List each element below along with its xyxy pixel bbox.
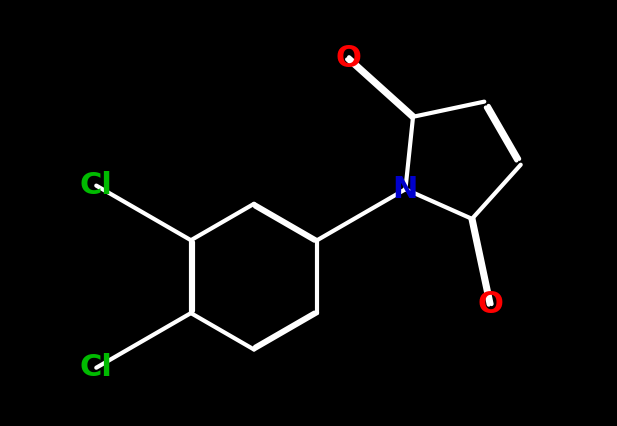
Text: O: O [477,290,503,319]
Text: Cl: Cl [80,353,113,382]
Text: Cl: Cl [80,171,113,200]
Text: N: N [393,175,418,204]
Text: O: O [335,44,361,73]
